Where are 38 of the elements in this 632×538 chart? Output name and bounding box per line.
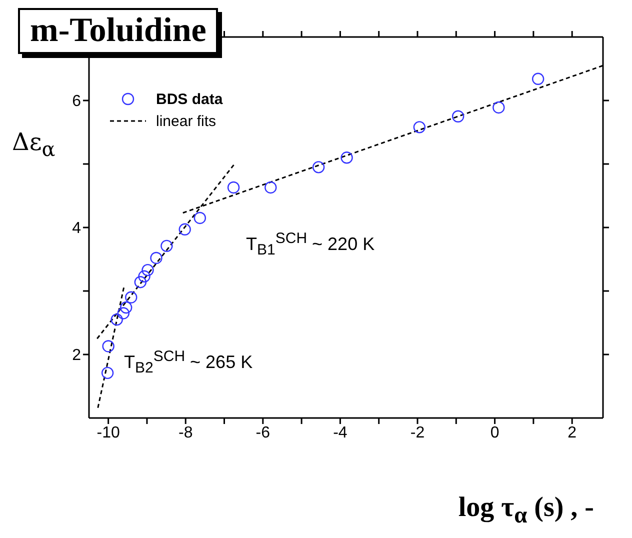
- point: [138, 270, 150, 282]
- point: [150, 252, 162, 264]
- x-axis-title: log τ$_{α}$ (s) , -: [458, 492, 594, 530]
- point: [413, 121, 426, 134]
- x-tick-label: -2: [410, 424, 425, 442]
- point: [142, 264, 154, 276]
- annotation: T$_{B1}$$^{SCH}$ ~ 220 K: [246, 230, 375, 259]
- x-tick-label: 0: [490, 424, 500, 442]
- y-tick-label: 6: [72, 93, 82, 110]
- chart-title: m-Toluidine: [18, 8, 218, 54]
- x-tick-label: -10: [96, 424, 120, 442]
- y-axis-title: Δε$_{α}$: [12, 128, 56, 161]
- point: [110, 313, 123, 326]
- x-tick-label: -8: [178, 424, 193, 442]
- point: [532, 72, 544, 86]
- point: [264, 181, 277, 194]
- point: [312, 161, 325, 174]
- point: [178, 223, 191, 236]
- annotation: T$_{B2}$$^{SCH}$ ~ 265 K: [124, 348, 253, 377]
- point: [160, 240, 173, 252]
- x-tick-label: 2: [568, 424, 577, 442]
- point: [101, 366, 114, 380]
- x-tick-label: -4: [333, 424, 348, 442]
- legend-label: linear fits: [156, 112, 216, 130]
- point: [340, 152, 353, 164]
- y-tick-label: 2: [72, 347, 82, 364]
- point: [125, 291, 138, 304]
- point: [194, 212, 206, 224]
- point: [492, 101, 505, 114]
- point: [117, 307, 130, 320]
- point: [134, 276, 146, 288]
- x-tick-label: -6: [256, 424, 270, 442]
- point: [452, 110, 464, 122]
- point: [227, 181, 240, 194]
- legend-label: BDS data: [156, 90, 223, 108]
- point: [102, 340, 114, 352]
- point: [120, 301, 132, 314]
- y-tick-label: 4: [72, 220, 82, 238]
